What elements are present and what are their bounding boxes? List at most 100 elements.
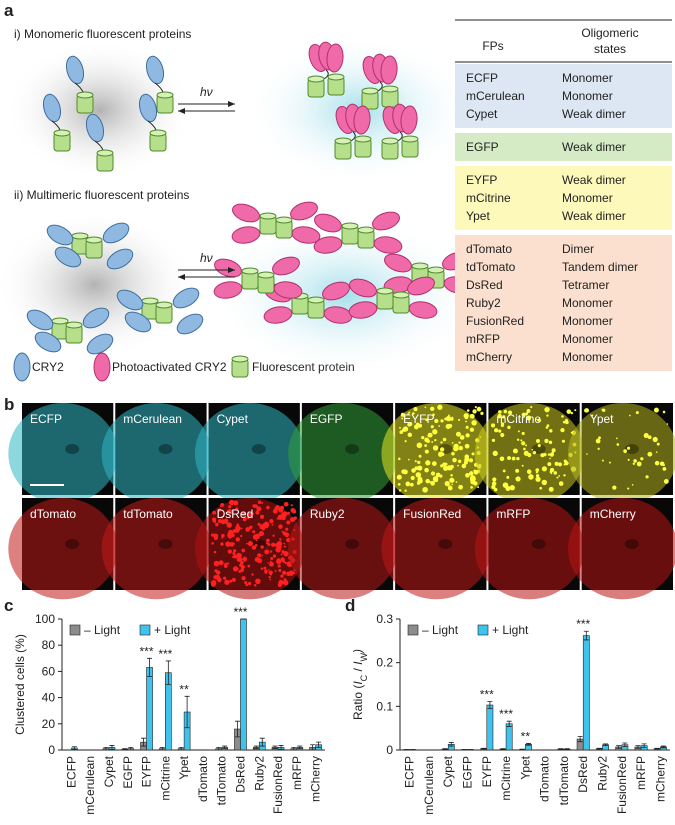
cry2 [290,201,318,221]
cry2 [373,236,403,254]
punctum [280,553,283,556]
punctum [451,483,454,486]
legend-label: + Light [492,623,529,637]
table-group [455,133,672,161]
punctum [264,569,268,574]
y-axis-label-part: Clustered cells (%) [13,634,27,735]
punctum [515,476,521,482]
punctum [548,486,554,492]
punctum [254,533,260,539]
error-bar [291,746,297,751]
punctum [466,409,470,412]
punctum [425,478,430,484]
punctum [458,484,463,490]
punctum [213,533,219,539]
punctum [535,476,541,482]
punctum [220,502,225,507]
table-cell: Tetramer [562,278,609,292]
punctum [497,413,502,419]
punctum [595,438,601,444]
table-cell: Monomer [562,350,613,364]
punctum [285,562,288,565]
punctum [240,534,243,538]
punctum [407,432,413,438]
punctum [287,511,291,515]
significance: ** [521,729,531,743]
punctum [251,573,254,576]
punctum [472,420,476,423]
punctum [290,504,293,507]
punctum [404,440,407,443]
cry2 [172,287,200,309]
punctum [432,429,438,435]
linker [154,82,164,93]
punctum [260,545,264,549]
punctum [468,458,474,463]
significance: *** [480,688,494,702]
punctum [434,478,438,483]
punctum [465,420,467,423]
punctum [282,513,286,517]
error-bar [622,742,628,747]
punctum [558,462,563,467]
image-nucleolus [65,444,80,454]
punctum [662,463,665,467]
legend-label: – Light [422,623,459,637]
legend-label: CRY2 [32,360,64,374]
fp-top [65,321,83,329]
punctum [480,411,484,415]
punctum [502,415,506,419]
punctum [243,517,247,521]
error-bar [147,657,153,678]
punctum [457,459,462,463]
fp-top [334,137,352,145]
error-bar [506,720,512,727]
punctum [255,539,258,542]
fp-top [53,129,71,137]
punctum [645,475,649,479]
punctum [281,530,284,533]
error-bar [297,745,303,750]
punctum [457,464,460,467]
punctum [444,417,448,421]
punctum [448,423,453,428]
linker [51,120,61,131]
punctum [274,570,277,572]
image-label: DsRed [217,507,254,521]
table-cell: Weak dimer [562,209,626,223]
punctum [292,509,297,514]
image-label: EGFP [310,412,343,426]
punctum [233,554,238,559]
punctum [512,448,518,454]
punctum [647,435,652,440]
punctum [267,569,270,571]
punctum [413,407,418,411]
punctum [430,480,436,486]
punctum [554,461,559,466]
x-tick-label: mCerulean [422,756,436,815]
table-cell: tdTomato [466,260,516,274]
punctum [563,474,566,477]
punctum [542,466,546,469]
fp-top [401,135,419,143]
punctum [218,560,224,566]
punctum [560,427,565,433]
punctum [547,462,552,467]
punctum [531,448,534,451]
punctum [499,456,505,462]
punctum [601,459,604,462]
fp-top [307,75,325,83]
punctum [259,533,262,537]
punctum [546,424,550,427]
punctum [498,410,502,414]
punctum [526,409,531,413]
x-tick-label: dTomato [196,756,210,802]
punctum [230,502,232,505]
table-cell: Ruby2 [466,296,501,310]
table-cell: EGFP [466,140,499,154]
punctum [461,463,467,469]
image-nucleolus [345,539,360,549]
fp-top [357,226,375,234]
cry2 [13,352,31,382]
punctum [502,469,506,473]
